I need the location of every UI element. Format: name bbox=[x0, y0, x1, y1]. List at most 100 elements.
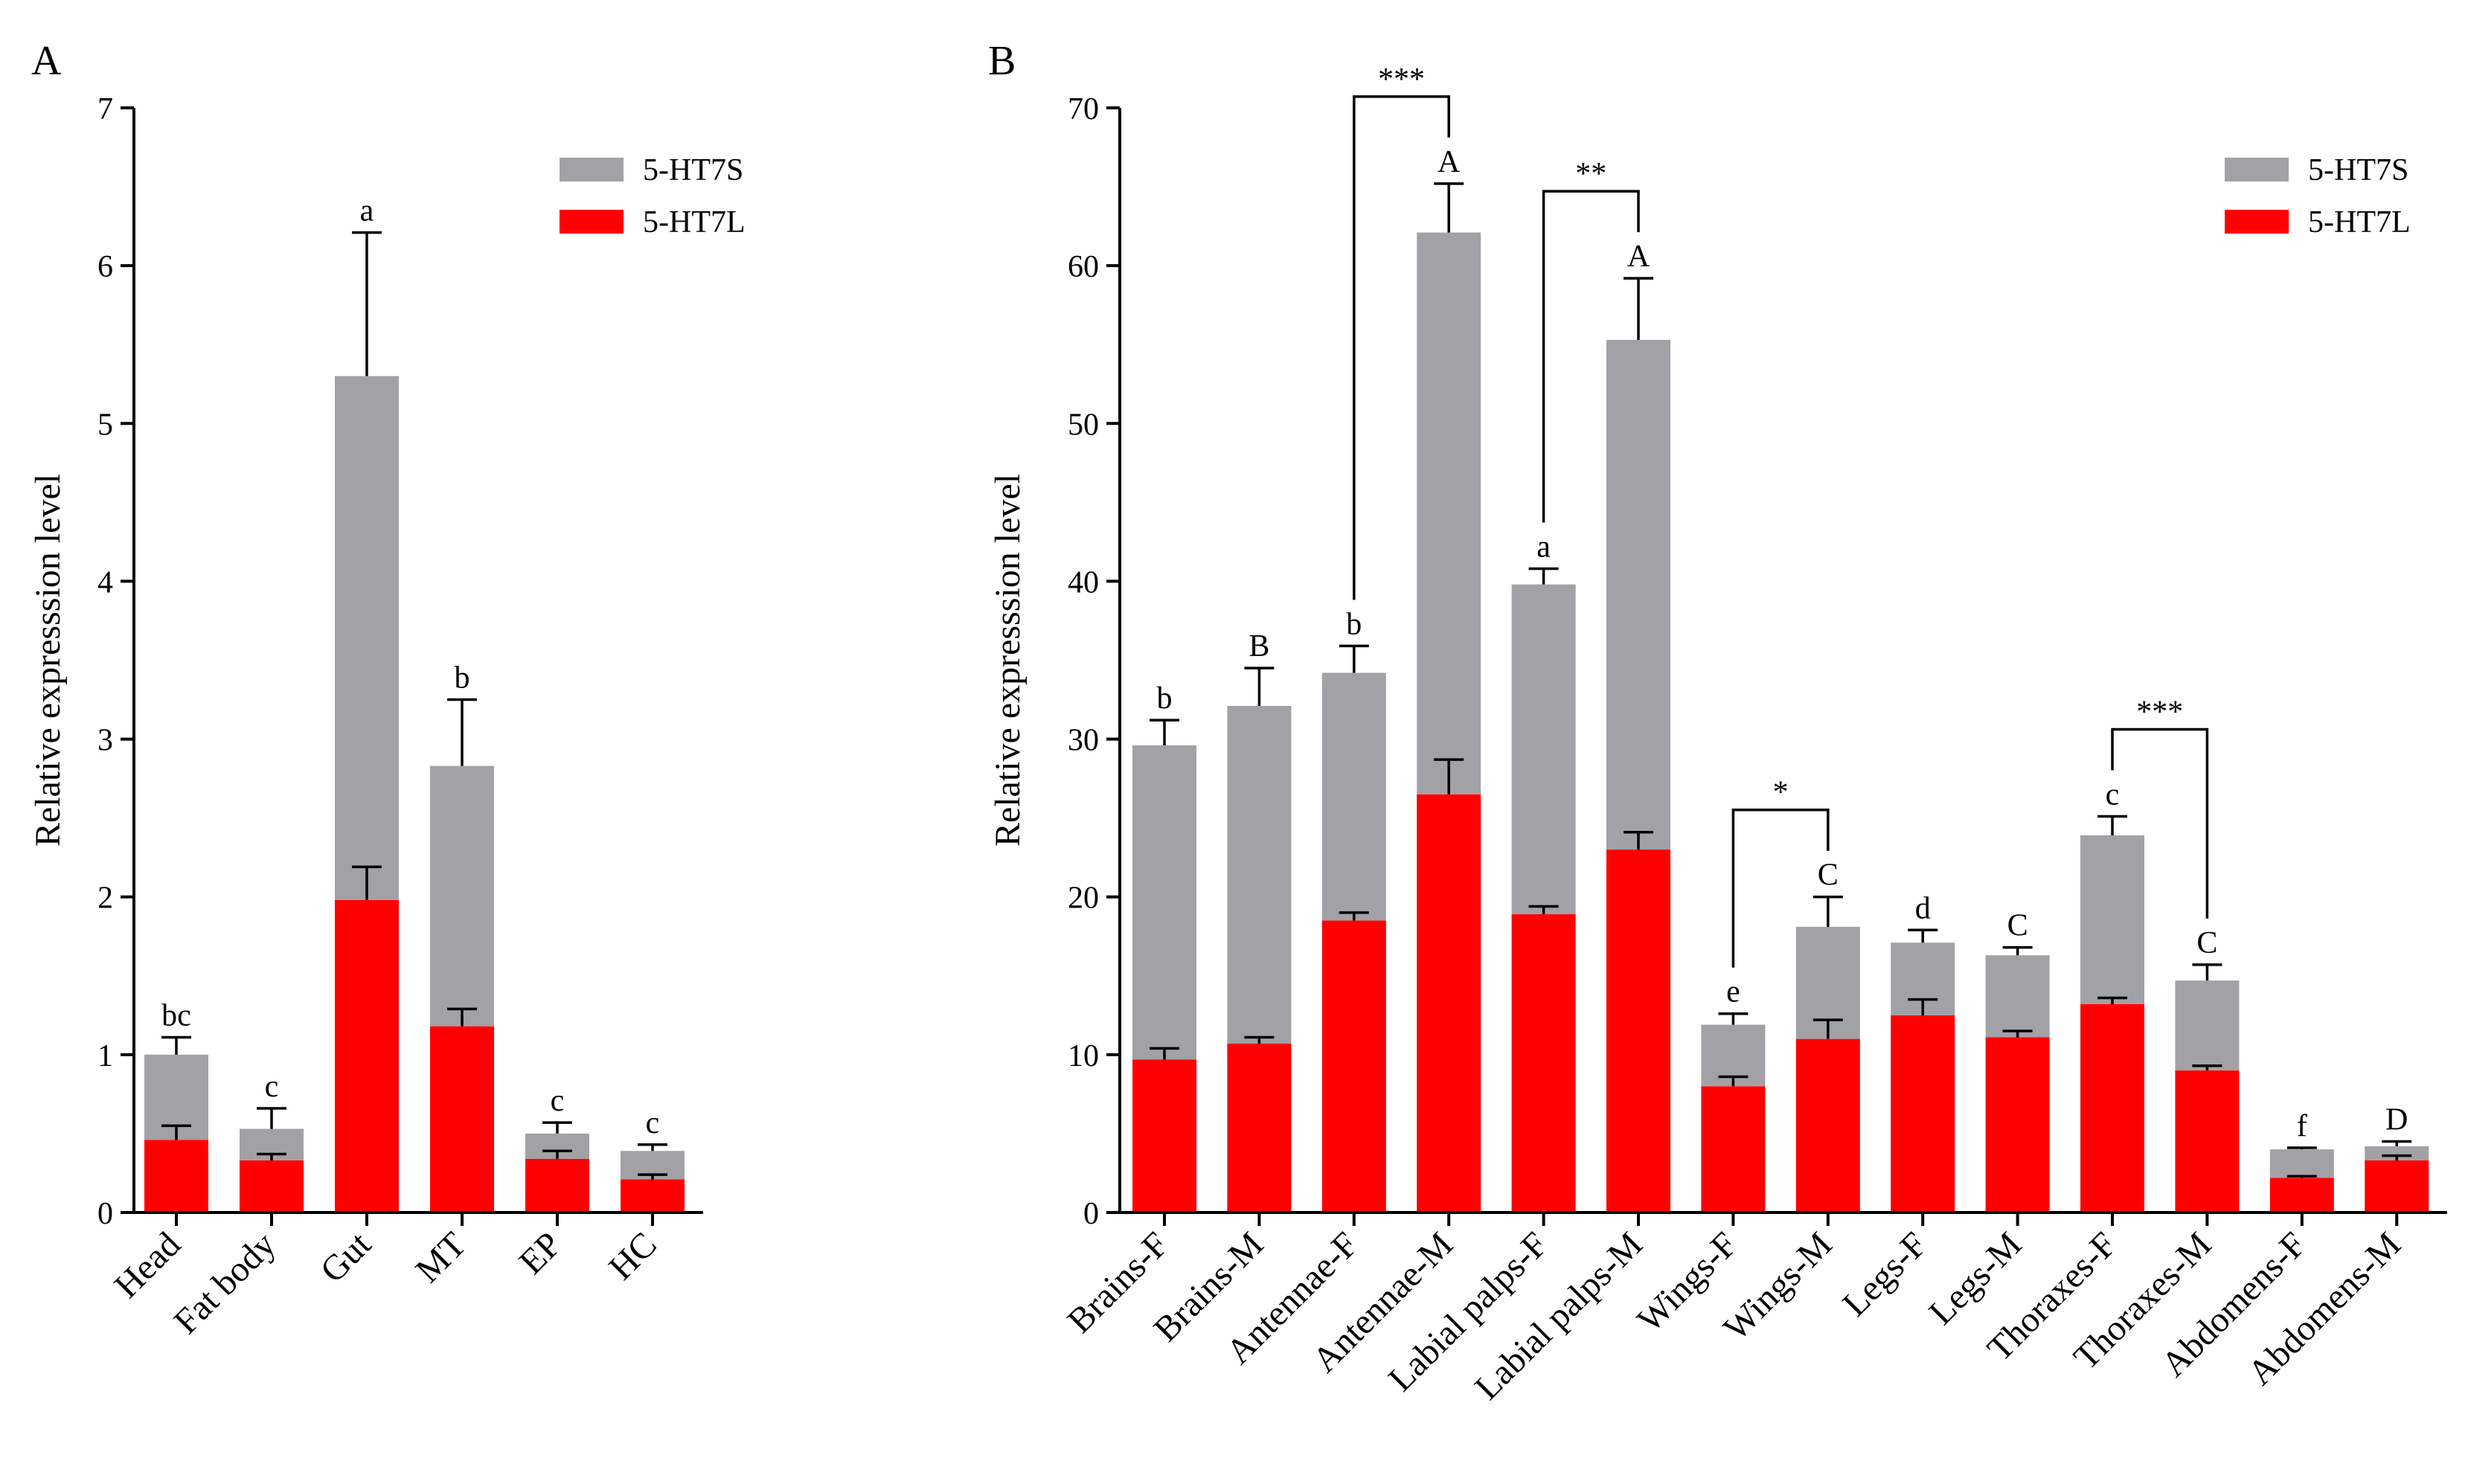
x-tick-label-0: Head bbox=[107, 1224, 188, 1305]
bracket-3 bbox=[2111, 727, 2209, 919]
panel-letter-a: A bbox=[31, 38, 62, 84]
bracket-label-1: ** bbox=[1575, 157, 1606, 191]
error-short-0 bbox=[161, 1035, 191, 1055]
y-tick-label-3: 3 bbox=[97, 724, 113, 758]
y-tick-label-7: 7 bbox=[97, 92, 113, 126]
bracket-0 bbox=[1353, 95, 1450, 600]
y-tick-label-6: 60 bbox=[1068, 250, 1099, 284]
y-tick-label-0: 0 bbox=[1083, 1197, 1099, 1231]
error-long-8 bbox=[1908, 998, 1938, 1015]
sig-letter-13: D bbox=[2385, 1103, 2408, 1137]
legend-swatch-short bbox=[2225, 158, 2289, 182]
bar-long-5 bbox=[621, 1179, 685, 1212]
bracket-2 bbox=[1731, 808, 1830, 968]
error-long-9 bbox=[2002, 1030, 2033, 1038]
error-long-6 bbox=[1718, 1075, 1749, 1087]
bar-long-4 bbox=[525, 1158, 589, 1212]
bar-short-3 bbox=[1417, 232, 1481, 794]
legend-label-long: 5-HT7L bbox=[643, 205, 746, 240]
y-tick-label-5: 5 bbox=[97, 408, 113, 442]
error-short-2 bbox=[352, 231, 382, 376]
error-long-5 bbox=[1624, 830, 1653, 850]
error-long-12 bbox=[2286, 1175, 2317, 1178]
x-tick-label-3: MT bbox=[408, 1224, 473, 1290]
sig-letter-12: f bbox=[2297, 1109, 2307, 1143]
error-short-12 bbox=[2286, 1146, 2317, 1150]
bracket-label-2: * bbox=[1773, 776, 1789, 810]
bar-long-0 bbox=[144, 1140, 208, 1212]
bar-short-11 bbox=[2175, 980, 2240, 1071]
bar-long-6 bbox=[1701, 1086, 1766, 1212]
bar-short-1 bbox=[1227, 706, 1292, 1044]
error-short-4 bbox=[542, 1121, 572, 1134]
bar-long-9 bbox=[1985, 1037, 2050, 1212]
legend-label-long: 5-HT7L bbox=[2308, 205, 2411, 240]
y-axis-label: Relative expresssion level bbox=[988, 474, 1028, 847]
sig-letter-4: c bbox=[551, 1084, 565, 1118]
error-short-10 bbox=[2097, 815, 2127, 835]
bar-long-5 bbox=[1606, 849, 1670, 1212]
y-tick-label-2: 20 bbox=[1068, 881, 1099, 916]
bar-long-2 bbox=[335, 899, 399, 1212]
bar-short-2 bbox=[1321, 672, 1386, 921]
bar-long-1 bbox=[1227, 1044, 1292, 1212]
error-short-4 bbox=[1528, 567, 1559, 585]
error-short-8 bbox=[1908, 928, 1938, 943]
bar-short-4 bbox=[1511, 584, 1576, 915]
sig-letter-3: A bbox=[1438, 145, 1461, 179]
bracket-label-0: *** bbox=[1378, 62, 1425, 97]
bar-long-8 bbox=[1891, 1015, 1955, 1212]
bar-long-3 bbox=[430, 1026, 494, 1212]
sig-letter-5: A bbox=[1627, 240, 1650, 274]
y-tick-label-3: 30 bbox=[1068, 724, 1099, 758]
sig-letter-1: B bbox=[1249, 629, 1269, 664]
y-tick-label-1: 10 bbox=[1068, 1039, 1099, 1073]
y-tick-label-4: 40 bbox=[1068, 565, 1099, 600]
bar-short-5 bbox=[1606, 339, 1670, 850]
bar-long-7 bbox=[1795, 1038, 1860, 1212]
y-tick-label-0: 0 bbox=[97, 1197, 113, 1231]
error-long-11 bbox=[2192, 1064, 2222, 1071]
bar-long-1 bbox=[240, 1160, 304, 1212]
sig-letter-0: bc bbox=[161, 999, 191, 1033]
error-short-3 bbox=[447, 698, 477, 766]
error-short-0 bbox=[1150, 719, 1179, 746]
legend-swatch-long bbox=[560, 210, 624, 234]
error-short-6 bbox=[1718, 1012, 1749, 1025]
bar-short-0 bbox=[1132, 745, 1196, 1060]
y-tick-label-5: 50 bbox=[1068, 408, 1099, 442]
bar-short-10 bbox=[2080, 835, 2144, 1004]
error-short-1 bbox=[1244, 666, 1275, 707]
error-long-4 bbox=[1528, 905, 1559, 915]
bar-long-3 bbox=[1417, 794, 1481, 1212]
error-long-13 bbox=[2382, 1154, 2412, 1160]
bar-short-13 bbox=[2365, 1146, 2429, 1160]
error-long-0 bbox=[1150, 1047, 1179, 1060]
error-short-3 bbox=[1434, 182, 1464, 233]
sig-letter-7: C bbox=[1818, 858, 1839, 893]
error-long-10 bbox=[2097, 996, 2127, 1004]
y-tick-label-4: 4 bbox=[97, 565, 113, 600]
bracket-label-3: *** bbox=[2136, 696, 2183, 730]
bar-long-10 bbox=[2080, 1003, 2144, 1212]
x-tick-label-2: Gut bbox=[313, 1224, 379, 1291]
bar-short-9 bbox=[1985, 955, 2050, 1038]
error-long-3 bbox=[1434, 758, 1464, 794]
error-short-7 bbox=[1813, 895, 1843, 928]
panel-letter-b: B bbox=[988, 38, 1016, 84]
sig-letter-0: b bbox=[1157, 681, 1173, 716]
y-tick-label-7: 70 bbox=[1068, 92, 1099, 126]
legend-label-short: 5-HT7S bbox=[643, 153, 743, 187]
error-short-1 bbox=[257, 1107, 286, 1129]
bar-short-3 bbox=[430, 765, 494, 1027]
error-long-5 bbox=[638, 1173, 667, 1180]
error-short-2 bbox=[1339, 644, 1369, 673]
sig-letter-1: c bbox=[265, 1070, 279, 1104]
x-tick-label-1: Fat body bbox=[167, 1224, 283, 1341]
bar-short-2 bbox=[335, 376, 399, 900]
x-tick-label-5: HC bbox=[601, 1224, 664, 1288]
error-short-5 bbox=[638, 1143, 667, 1151]
